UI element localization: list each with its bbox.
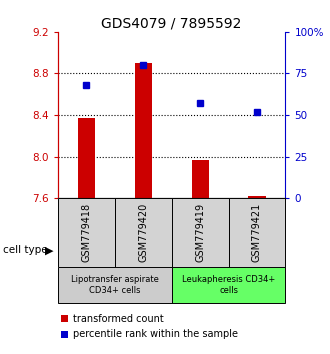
Text: GSM779420: GSM779420 bbox=[138, 203, 148, 262]
Bar bbox=[228, 198, 285, 267]
Title: GDS4079 / 7895592: GDS4079 / 7895592 bbox=[101, 17, 242, 31]
Bar bbox=[135, 63, 152, 198]
Text: Lipotransfer aspirate
CD34+ cells: Lipotransfer aspirate CD34+ cells bbox=[71, 275, 159, 295]
Text: ▶: ▶ bbox=[45, 245, 53, 256]
Text: GSM779421: GSM779421 bbox=[252, 203, 262, 262]
Text: cell type: cell type bbox=[3, 245, 48, 256]
Bar bbox=[191, 160, 209, 198]
Bar bbox=[58, 198, 115, 267]
Text: percentile rank within the sample: percentile rank within the sample bbox=[73, 330, 238, 339]
Text: Leukapheresis CD34+
cells: Leukapheresis CD34+ cells bbox=[182, 275, 275, 295]
Bar bbox=[172, 267, 285, 303]
Text: transformed count: transformed count bbox=[73, 314, 164, 324]
Bar bbox=[172, 198, 228, 267]
Bar bbox=[58, 267, 172, 303]
Text: GSM779419: GSM779419 bbox=[195, 203, 205, 262]
Bar bbox=[115, 198, 172, 267]
Bar bbox=[248, 196, 266, 198]
Text: GSM779418: GSM779418 bbox=[81, 203, 91, 262]
Bar bbox=[78, 118, 95, 198]
